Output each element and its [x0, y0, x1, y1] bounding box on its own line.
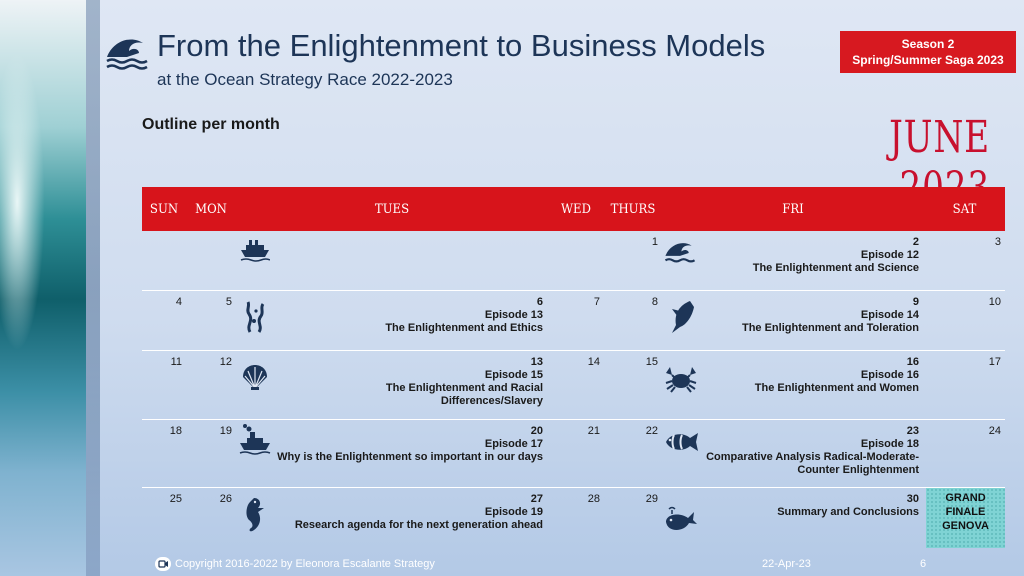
- day-cell: [236, 231, 548, 290]
- day-cell: 7: [593, 296, 600, 308]
- wave-photo: [0, 0, 86, 576]
- episode-info: 23 Episode 18 Comparative Analysis Radic…: [706, 425, 919, 476]
- fish-icon: [666, 433, 698, 451]
- episode-info: 13 Episode 15 The Enlightenment and Raci…: [385, 356, 543, 407]
- header-mon: MON: [195, 201, 227, 217]
- shark-icon: [672, 301, 694, 333]
- page-subtitle: at the Ocean Strategy Race 2022-2023: [157, 70, 453, 89]
- day-cell: 10: [988, 296, 1001, 308]
- day-cell: 28: [587, 493, 600, 505]
- day-cell: 21: [587, 425, 600, 437]
- day-cell: 9 Episode 14 The Enlightenment and Toler…: [662, 291, 924, 350]
- episode-info: 30 Summary and Conclusions: [777, 493, 919, 518]
- day-cell: [186, 231, 236, 290]
- day-cell: 1: [651, 236, 658, 248]
- episode-info: 20 Episode 17 Why is the Enlightenment s…: [277, 425, 543, 463]
- day-cell: GRAND FINALE GENOVA: [924, 488, 1005, 548]
- day-cell: 15: [645, 356, 658, 368]
- day-cell: 23 Episode 18 Comparative Analysis Radic…: [662, 420, 924, 487]
- header-thu: THURS: [610, 201, 656, 217]
- episode-info: 9 Episode 14 The Enlightenment and Toler…: [741, 296, 919, 334]
- calendar-header: SUN MON TUES WED THURS FRI SAT: [142, 187, 1005, 231]
- footer-date: 22-Apr-23: [762, 558, 811, 570]
- day-cell: 11: [170, 356, 182, 368]
- season-badge: Season 2 Spring/Summer Saga 2023: [840, 31, 1016, 73]
- day-cell: 5: [225, 296, 232, 308]
- week-row: 1 2 Episode 12 The Enlightenment and Sci…: [142, 231, 1005, 291]
- day-cell: 26: [219, 493, 232, 505]
- episode-info: 6 Episode 13 The Enlightenment and Ethic…: [385, 296, 543, 334]
- week-row: 4 5 6 Episode 13 The Enlightenment and E…: [142, 291, 1005, 351]
- wave-icon: [664, 243, 696, 263]
- week-row: 11 12 13 Episode 15 The Enlightenment an…: [142, 351, 1005, 420]
- day-cell: 25: [169, 493, 182, 505]
- day-cell: 2 Episode 12 The Enlightenment and Scien…: [662, 231, 924, 290]
- badge-line-1: Season 2: [901, 37, 955, 51]
- page-title: From the Enlightenment to Business Model…: [157, 28, 766, 63]
- whale-icon: [666, 506, 697, 530]
- header-sun: SUN: [149, 201, 179, 217]
- seahorse-icon: [246, 498, 264, 532]
- footer: Copyright 2016-2022 by Eleonora Escalant…: [155, 556, 955, 576]
- ship-icon: [240, 240, 270, 262]
- section-label: Outline per month: [142, 116, 280, 133]
- boat-icon: [239, 424, 271, 455]
- header-wed: WED: [561, 201, 591, 217]
- day-cell: 16 Episode 16 The Enlightenment and Wome…: [662, 351, 924, 419]
- day-cell: 30 Summary and Conclusions: [662, 488, 924, 544]
- week-row: 25 26 27 Episode 19 Research agenda for …: [142, 488, 1005, 548]
- day-cell: 19: [219, 425, 232, 437]
- episode-info: 27 Episode 19 Research agenda for the ne…: [294, 493, 543, 531]
- header-fri: FRI: [782, 201, 804, 217]
- day-cell: 18: [169, 425, 182, 437]
- day-cell: 17: [988, 356, 1001, 368]
- day-cell: 29: [645, 493, 658, 505]
- day-cell: [142, 231, 186, 290]
- day-cell: 12: [219, 356, 232, 368]
- grand-finale-badge: GRAND FINALE GENOVA: [926, 488, 1005, 548]
- copyright-text: Copyright 2016-2022 by Eleonora Escalant…: [175, 558, 435, 570]
- episode-info: 16 Episode 16 The Enlightenment and Wome…: [754, 356, 919, 394]
- day-cell: 4: [175, 296, 182, 308]
- week-row: 18 19 20 Episode 17 Why is the Enlighten…: [142, 420, 1005, 488]
- header-tue: TUES: [374, 201, 410, 217]
- day-cell: 14: [587, 356, 600, 368]
- header-sat: SAT: [952, 201, 977, 217]
- copyright-logo-icon: [155, 557, 171, 571]
- seaweed-icon: [246, 301, 265, 333]
- episode-info: 2 Episode 12 The Enlightenment and Scien…: [752, 236, 919, 274]
- badge-line-2: Spring/Summer Saga 2023: [852, 53, 1004, 67]
- day-cell: 22: [645, 425, 658, 437]
- wave-logo-icon: [106, 39, 148, 70]
- day-cell: [548, 231, 604, 290]
- day-cell: 20 Episode 17 Why is the Enlightenment s…: [236, 420, 548, 487]
- day-cell: 24: [988, 425, 1001, 437]
- day-cell: 13 Episode 15 The Enlightenment and Raci…: [236, 351, 548, 419]
- shell-icon: [243, 365, 267, 390]
- day-cell: 3: [994, 236, 1001, 248]
- day-cell: 8: [651, 296, 658, 308]
- day-cell: 6 Episode 13 The Enlightenment and Ethic…: [236, 291, 548, 350]
- calendar: SUN MON TUES WED THURS FRI SAT 1 2 E: [142, 187, 1005, 548]
- crab-icon: [665, 367, 697, 393]
- page-number: 6: [920, 558, 927, 570]
- wave-photo-edge: [86, 0, 100, 576]
- day-cell: 27 Episode 19 Research agenda for the ne…: [236, 488, 548, 544]
